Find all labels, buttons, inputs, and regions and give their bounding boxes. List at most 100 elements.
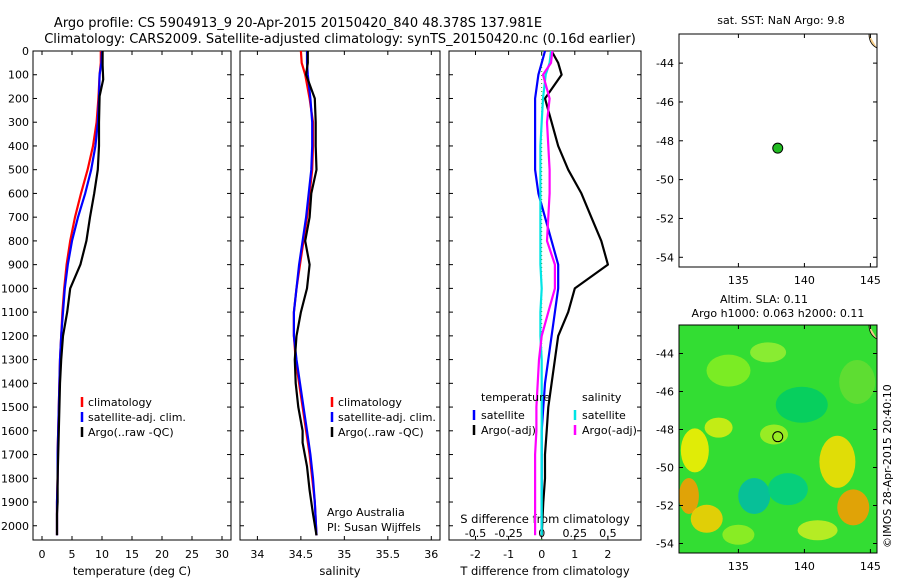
x-axis-label: temperature (deg C) <box>73 564 191 578</box>
heatmap-cell <box>819 435 856 488</box>
heatmap-cell <box>738 478 771 514</box>
y-tick-label: 800 <box>8 235 29 248</box>
x-tick-label: 0 <box>538 548 545 561</box>
x-tick-label: 145 <box>860 560 881 573</box>
coastline <box>868 33 878 49</box>
y-tick-label: 1000 <box>1 282 29 295</box>
x-tick-label: 0 <box>39 548 46 561</box>
x-tick-label: 30 <box>215 548 229 561</box>
y-tick-label: 1500 <box>1 401 29 414</box>
heatmap-cell <box>775 386 828 423</box>
legend-title-salinity: salinity <box>582 391 622 404</box>
x-axis-label: T difference from climatology <box>459 564 630 578</box>
legend-entry: climatology <box>338 396 402 409</box>
heatmap-cell <box>839 360 876 404</box>
series-line <box>55 51 105 536</box>
x-tick-label: 1 <box>571 548 578 561</box>
heatmap-cell <box>797 520 838 541</box>
series-line <box>292 51 318 536</box>
y-tick-label: 1600 <box>1 425 29 438</box>
annotation-text: PI: Susan Wijffels <box>327 521 421 534</box>
coastline <box>868 324 878 340</box>
y-tick-label: 1300 <box>1 354 29 367</box>
y-tick-label: -52 <box>656 212 674 225</box>
map-frame <box>678 33 878 268</box>
x-tick-label: 2 <box>604 548 611 561</box>
figure-title-line2: Climatology: CARS2009. Satellite-adjuste… <box>44 32 636 47</box>
s-tick-label: 0.5 <box>599 527 617 540</box>
legend-title-temperature: temperature <box>481 391 550 404</box>
heatmap-cell <box>750 342 787 363</box>
y-tick-label: 0 <box>22 45 29 58</box>
x-tick-label: 135 <box>728 560 749 573</box>
heatmap-cell <box>690 504 723 533</box>
heatmap-cell <box>679 478 699 514</box>
legend-entry: satellite <box>481 409 525 422</box>
annotation-text: Argo Australia <box>327 506 405 519</box>
heatmap-field <box>679 325 877 553</box>
imos-credit: ©IMOS 28-Apr-2015 20:40:10 <box>881 384 894 548</box>
y-tick-label: 1100 <box>1 306 29 319</box>
legend-entry: satellite <box>582 409 626 422</box>
x-tick-label: -1 <box>503 548 514 561</box>
temperature-panel: 0100200300400500600700800900100011001200… <box>1 45 232 578</box>
y-tick-label: -54 <box>656 251 674 264</box>
x-tick-label: 25 <box>185 548 199 561</box>
heatmap-cell <box>704 417 733 438</box>
y-tick-label: 1800 <box>1 472 29 485</box>
y-tick-label: 1400 <box>1 377 29 390</box>
salinity-panel: 34 34.5 35 35.5 36 salinity climatology satelli… <box>239 50 441 578</box>
y-tick-label: -54 <box>656 538 674 551</box>
sla-map-panel: -44 -46 -48 -50 -52 -54 135 140 145 Altim. SLA: 0… <box>656 293 881 573</box>
x-tick-label: 20 <box>155 548 169 561</box>
y-tick-label: 500 <box>8 164 29 177</box>
x-tick-label: 35.5 <box>376 548 401 561</box>
x-tick-label: -2 <box>470 548 481 561</box>
legend-entry: Argo(-adj) <box>582 424 637 437</box>
x-tick-label: 10 <box>95 548 109 561</box>
y-tick-label: 900 <box>8 259 29 272</box>
y-tick-label: -46 <box>656 96 674 109</box>
legend-entry: Argo(..raw -QC) <box>338 426 424 439</box>
map-frame <box>678 324 878 554</box>
x-tick-label: 15 <box>125 548 139 561</box>
map-title-line2: Argo h1000: 0.063 h2000: 0.11 <box>692 307 865 320</box>
series-line <box>539 50 553 536</box>
float-marker <box>772 142 784 154</box>
heatmap-cell <box>706 354 751 387</box>
x-tick-label: 35 <box>337 548 351 561</box>
series-line <box>293 51 318 536</box>
y-tick-label: -44 <box>656 348 674 361</box>
heatmap-cell <box>837 489 870 526</box>
y-tick-label: -50 <box>656 174 674 187</box>
s-tick-label: -0.5 <box>465 527 486 540</box>
legend-entry: satellite-adj. clim. <box>338 411 436 424</box>
y-tick-label: -48 <box>656 424 674 437</box>
x-tick-label: 34 <box>250 548 264 561</box>
plot-frame <box>32 50 232 541</box>
series-line <box>533 50 557 536</box>
y-tick-label: 2000 <box>1 520 29 533</box>
legend-entry: Argo(..raw -QC) <box>88 426 174 439</box>
y-tick-label: 700 <box>8 211 29 224</box>
y-tick-label: -50 <box>656 462 674 475</box>
y-tick-label: 300 <box>8 116 29 129</box>
y-tick-label: -44 <box>656 57 674 70</box>
y-tick-label: -46 <box>656 386 674 399</box>
y-tick-label: 1900 <box>1 496 29 509</box>
heatmap-cell <box>722 524 755 545</box>
y-tick-label: 400 <box>8 140 29 153</box>
map-title: sat. SST: NaN Argo: 9.8 <box>717 14 844 27</box>
x-tick-label: 5 <box>69 548 76 561</box>
x-tick-label: 145 <box>860 274 881 287</box>
legend-entry: Argo(-adj) <box>481 424 536 437</box>
y-tick-label: 200 <box>8 92 29 105</box>
x-axis-label: salinity <box>319 564 360 578</box>
x-tick-label: 36 <box>424 548 438 561</box>
s-tick-label: -0.25 <box>494 527 522 540</box>
map-title-line1: Altim. SLA: 0.11 <box>720 293 808 306</box>
legend-entry: satellite-adj. clim. <box>88 411 186 424</box>
heatmap-cell <box>767 473 808 506</box>
difference-panel: -2 -1 0 1 2-0.5 -0.25 0 0.25 0.5S difference fro… <box>448 50 642 578</box>
y-tick-label: 600 <box>8 187 29 200</box>
